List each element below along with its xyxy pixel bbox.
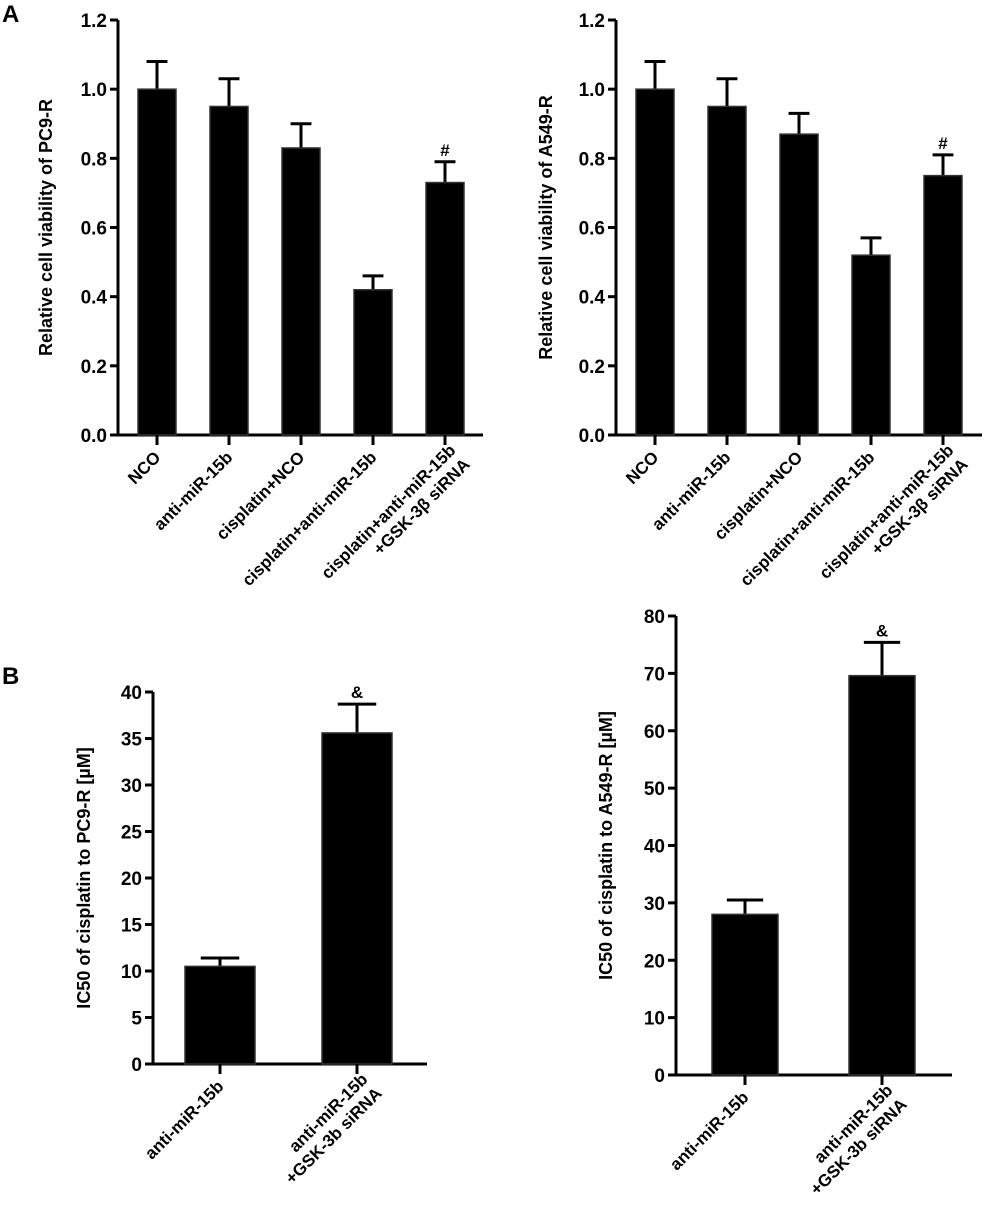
- y-tick-label: 20: [644, 951, 665, 972]
- y-tick-label: 0.0: [579, 426, 605, 447]
- y-tick-label: 10: [644, 1009, 665, 1030]
- y-axis-label: Relative cell viability of A549-R: [536, 95, 556, 359]
- x-tick-label-line: NCO: [622, 448, 662, 488]
- y-axis-label: IC50 of cisplatin to A549-R [µM]: [596, 711, 616, 980]
- x-tick-label: cisplatin+anti-miR-15b: [736, 448, 878, 590]
- chart-4: 0 10 20 30 40 50 60 70 80 IC50 of cisplatin to A5…: [596, 607, 952, 1199]
- y-tick-label: 80: [644, 607, 665, 628]
- x-tick-label: cisplatin+anti-miR-15b+GSK-3β siRNA: [815, 441, 971, 597]
- y-tick-label: 30: [644, 894, 665, 915]
- bar: [137, 88, 177, 436]
- y-tick-label: 1.2: [579, 11, 605, 32]
- bar: [848, 674, 916, 1076]
- bar: [851, 254, 891, 436]
- y-tick-label: 0: [131, 1055, 142, 1076]
- x-tick-label: NCO: [622, 448, 662, 488]
- x-tick-label: cisplatin+anti-miR-15b: [238, 448, 380, 590]
- bar: [281, 147, 321, 436]
- y-tick-label: 70: [644, 664, 665, 685]
- y-tick-label: 0.4: [579, 288, 606, 309]
- y-tick-label: 0.8: [579, 149, 605, 170]
- bar: [923, 174, 963, 436]
- y-tick-label: 10: [121, 962, 142, 983]
- bar: [707, 105, 747, 436]
- x-tick-label: anti-miR-15b+GSK-3b siRNA: [793, 1081, 911, 1199]
- bar: [711, 913, 779, 1076]
- x-tick-label: NCO: [124, 448, 164, 488]
- panel-label-a: A: [2, 1, 19, 28]
- y-tick-label: 5: [131, 1009, 142, 1030]
- x-tick-label-line: anti-miR-15b: [666, 1088, 752, 1174]
- y-tick-label: 0.2: [579, 357, 605, 378]
- bar: [353, 289, 393, 436]
- y-axis-label: IC50 of cisplatin to PC9-R [µM]: [74, 747, 94, 1008]
- y-tick-label: 15: [121, 916, 143, 937]
- y-tick-label: 50: [644, 779, 665, 800]
- significance-mark: #: [440, 141, 450, 160]
- y-tick-label: 60: [644, 722, 665, 743]
- y-tick-label: 0.6: [81, 219, 107, 240]
- chart-3: 0 5 10 15 20 25 30 35 40 IC50 of cisplatin to PC9…: [74, 683, 427, 1188]
- y-tick-label: 0: [654, 1066, 665, 1087]
- panel-label-b: B: [2, 663, 19, 690]
- bar: [635, 88, 675, 436]
- chart-1: 0.0 0.2 0.4 0.6 0.8 1.0 1.2 Relative cell viabi…: [36, 11, 483, 597]
- bar: [321, 732, 393, 1065]
- bar: [209, 105, 249, 436]
- x-tick-label: cisplatin+anti-miR-15b+GSK-3β siRNA: [317, 441, 473, 597]
- y-tick-label: 0.6: [579, 219, 605, 240]
- x-tick-label-line: cisplatin+anti-miR-15b: [238, 448, 380, 590]
- significance-mark: #: [938, 134, 948, 153]
- y-tick-label: 35: [121, 730, 143, 751]
- y-tick-label: 0.8: [81, 149, 107, 170]
- bar: [779, 133, 819, 436]
- y-tick-label: 40: [121, 683, 142, 704]
- y-tick-label: 25: [121, 823, 143, 844]
- y-tick-label: 1.2: [81, 11, 107, 32]
- chart-2: 0.0 0.2 0.4 0.6 0.8 1.0 1.2 Relative cell viabi…: [536, 11, 982, 597]
- y-tick-label: 1.0: [579, 80, 605, 101]
- significance-mark: &: [876, 621, 888, 640]
- x-tick-label: anti-miR-15b: [141, 1077, 227, 1163]
- x-tick-label-line: anti-miR-15b: [141, 1077, 227, 1163]
- bar: [425, 181, 465, 436]
- y-tick-label: 20: [121, 869, 142, 890]
- y-tick-label: 0.0: [81, 426, 107, 447]
- y-tick-label: 30: [121, 776, 142, 797]
- bar: [184, 965, 256, 1065]
- x-tick-label-line: NCO: [124, 448, 164, 488]
- y-axis-label: Relative cell viability of PC9-R: [36, 99, 56, 356]
- x-tick-label-line: cisplatin+anti-miR-15b: [815, 441, 957, 583]
- y-tick-label: 40: [644, 837, 665, 858]
- y-tick-label: 1.0: [81, 80, 107, 101]
- y-tick-label: 0.4: [81, 288, 108, 309]
- x-tick-label-line: cisplatin+anti-miR-15b: [317, 441, 459, 583]
- significance-mark: &: [351, 683, 363, 702]
- x-tick-label-line: cisplatin+anti-miR-15b: [736, 448, 878, 590]
- x-tick-label: anti-miR-15b: [666, 1088, 752, 1174]
- y-tick-label: 0.2: [81, 357, 107, 378]
- x-tick-label: anti-miR-15b+GSK-3b siRNA: [268, 1070, 386, 1188]
